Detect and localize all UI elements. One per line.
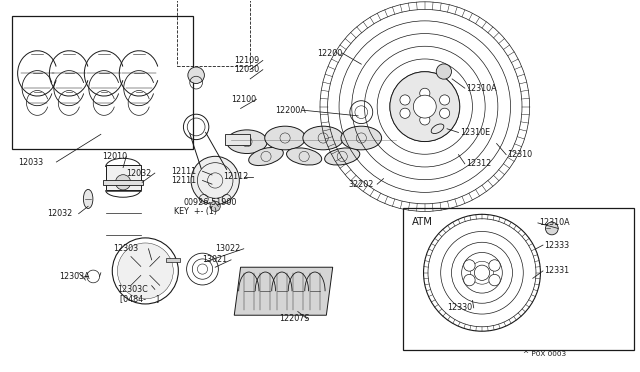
- Text: 12032: 12032: [126, 169, 152, 177]
- Text: ^ P0X 0003: ^ P0X 0003: [524, 351, 566, 357]
- Bar: [177, 0, 250, 66]
- Text: 12111: 12111: [171, 176, 196, 185]
- Bar: [12, 16, 193, 149]
- Circle shape: [210, 201, 220, 211]
- Circle shape: [474, 265, 490, 280]
- Circle shape: [440, 95, 450, 105]
- Circle shape: [413, 95, 436, 118]
- Text: [0484-    ]: [0484- ]: [120, 294, 159, 303]
- Polygon shape: [234, 267, 333, 315]
- Circle shape: [191, 156, 239, 205]
- Text: 12310A: 12310A: [466, 84, 497, 93]
- Circle shape: [464, 275, 475, 286]
- Circle shape: [400, 108, 410, 118]
- Text: 12312: 12312: [466, 159, 492, 169]
- Text: 12207S: 12207S: [278, 314, 309, 323]
- Bar: [403, 208, 634, 350]
- Bar: [166, 258, 180, 262]
- Bar: [103, 180, 143, 185]
- Text: 32202: 32202: [349, 180, 374, 189]
- Text: KEY  +- (1): KEY +- (1): [174, 207, 217, 217]
- Circle shape: [390, 72, 460, 142]
- Circle shape: [489, 260, 500, 271]
- Circle shape: [545, 222, 558, 235]
- Text: 12303A: 12303A: [60, 272, 90, 281]
- Text: 12200: 12200: [317, 49, 342, 58]
- Text: 12331: 12331: [544, 266, 570, 275]
- Text: 12109: 12109: [234, 56, 259, 65]
- Text: 12032: 12032: [47, 209, 72, 218]
- Circle shape: [464, 260, 475, 271]
- Text: 12200A: 12200A: [276, 106, 307, 115]
- Circle shape: [117, 243, 173, 299]
- Ellipse shape: [287, 148, 322, 165]
- Bar: [106, 165, 141, 190]
- Circle shape: [420, 88, 430, 99]
- Ellipse shape: [303, 126, 344, 150]
- Ellipse shape: [249, 147, 284, 166]
- Text: 12303C: 12303C: [116, 285, 147, 294]
- Text: 12030: 12030: [234, 65, 259, 74]
- Text: 13022: 13022: [215, 244, 241, 253]
- Text: 12112: 12112: [223, 172, 249, 181]
- Text: 12333: 12333: [544, 241, 570, 250]
- Text: ATM: ATM: [412, 217, 433, 227]
- Text: 00926-51900: 00926-51900: [184, 198, 237, 207]
- Text: 12100: 12100: [231, 95, 256, 104]
- Text: 12310E: 12310E: [460, 128, 490, 137]
- Ellipse shape: [227, 130, 268, 154]
- Ellipse shape: [83, 189, 93, 208]
- Circle shape: [400, 95, 410, 105]
- Text: 13021: 13021: [202, 255, 228, 264]
- Circle shape: [115, 175, 131, 190]
- Text: 12033: 12033: [19, 157, 44, 167]
- Circle shape: [420, 115, 430, 125]
- Text: 12330: 12330: [447, 303, 472, 312]
- Ellipse shape: [265, 126, 305, 150]
- Circle shape: [188, 67, 204, 83]
- Bar: [225, 134, 250, 145]
- Circle shape: [436, 64, 451, 79]
- Text: 12303: 12303: [113, 244, 139, 253]
- Text: 12310: 12310: [508, 150, 532, 159]
- Ellipse shape: [341, 126, 381, 150]
- Text: 12010: 12010: [102, 152, 127, 161]
- Circle shape: [440, 108, 450, 118]
- Circle shape: [489, 275, 500, 286]
- Text: 12111: 12111: [171, 167, 196, 176]
- Ellipse shape: [324, 148, 360, 165]
- Text: 12310A: 12310A: [539, 218, 570, 227]
